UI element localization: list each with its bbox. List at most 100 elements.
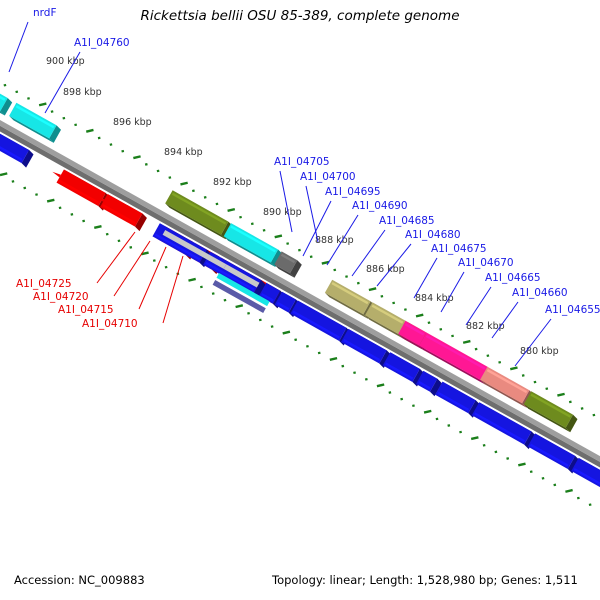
gene-label[interactable]: A1I_04685: [379, 215, 435, 227]
gene-feature[interactable]: [341, 328, 392, 368]
tick-dot: [588, 503, 592, 507]
gene-label[interactable]: A1I_04655: [545, 304, 600, 316]
tick-dot: [364, 377, 368, 381]
label-leader-line: [326, 214, 359, 266]
gene-highlight: [474, 412, 525, 443]
gene-feature[interactable]: [523, 391, 578, 433]
gene-feature[interactable]: [382, 352, 425, 387]
label-leader-line: [302, 200, 332, 257]
gene-body[interactable]: [341, 328, 387, 364]
gene-label[interactable]: A1I_04705: [274, 156, 330, 168]
tick-dot: [298, 248, 301, 252]
gene-feature[interactable]: [9, 102, 61, 143]
gene-feature[interactable]: [96, 194, 147, 232]
gene-body[interactable]: [100, 194, 143, 227]
gene-label[interactable]: A1I_04660: [512, 287, 568, 299]
tick-dot: [133, 155, 141, 160]
gene-body[interactable]: [9, 102, 57, 139]
gene-feature[interactable]: [571, 457, 600, 493]
gene-feature[interactable]: [0, 130, 34, 168]
tick-dot: [427, 321, 431, 325]
gene-label[interactable]: A1I_04715: [58, 304, 114, 316]
axis-tick-label: 890 kbp: [263, 207, 302, 218]
gene-feature[interactable]: [471, 402, 536, 450]
gene-feature[interactable]: [416, 370, 442, 397]
gene-body[interactable]: [471, 402, 532, 445]
gene-body[interactable]: [416, 370, 438, 392]
gene-feature[interactable]: [274, 251, 302, 278]
gene-body[interactable]: [0, 130, 29, 164]
gene-body[interactable]: [223, 223, 279, 263]
gene-body[interactable]: [435, 381, 476, 414]
gene-body[interactable]: [382, 352, 420, 382]
tick-dot: [70, 213, 74, 216]
gene-label[interactable]: nrdF: [33, 7, 57, 19]
tick-dot: [592, 413, 596, 417]
gene-feature[interactable]: [527, 433, 580, 474]
feature-bar[interactable]: [223, 264, 260, 288]
tick-dot: [482, 443, 486, 447]
gene-highlight: [171, 192, 227, 225]
feature-bar[interactable]: [216, 273, 270, 307]
gene-label[interactable]: A1I_04725: [16, 278, 72, 290]
tick-dot: [46, 198, 55, 203]
tick-dot: [462, 339, 471, 344]
axis-tick-label: 888 kbp: [315, 235, 354, 246]
tick-dot: [82, 219, 86, 223]
gene-highlight: [343, 339, 381, 362]
gene-label[interactable]: A1I_04695: [325, 186, 381, 198]
tick-dot: [576, 496, 580, 500]
gene-feature[interactable]: [435, 381, 481, 418]
tick-dot: [239, 215, 242, 219]
tick-dot: [486, 354, 490, 358]
tick-dot: [333, 268, 337, 272]
gene-feature[interactable]: [290, 300, 351, 346]
tick-dot: [211, 292, 215, 295]
gene-body[interactable]: [290, 300, 347, 342]
gene-body[interactable]: [274, 251, 298, 274]
tick-dot: [105, 232, 109, 236]
tick-dot: [317, 351, 321, 355]
gene-label[interactable]: A1I_04675: [431, 243, 487, 255]
gene-label[interactable]: A1I_04680: [405, 229, 461, 241]
feature-bar[interactable]: [212, 280, 266, 313]
label-leader-line: [413, 257, 438, 299]
gene-highlight: [0, 146, 23, 161]
gene-body[interactable]: [398, 320, 427, 346]
tick-dot: [329, 356, 338, 361]
gene-body[interactable]: [523, 391, 573, 428]
gene-body[interactable]: [527, 433, 576, 469]
gene-feature[interactable]: [223, 223, 283, 267]
gene-body[interactable]: [419, 332, 488, 380]
gene-body[interactable]: [324, 279, 371, 315]
tick-dot: [286, 242, 290, 245]
tick-dot: [309, 255, 313, 259]
gene-label[interactable]: A1I_04720: [33, 291, 89, 303]
tick-dot: [545, 387, 549, 391]
gene-label[interactable]: A1I_04670: [458, 257, 514, 269]
tick-dot: [250, 222, 254, 226]
gene-label[interactable]: A1I_04665: [485, 272, 541, 284]
gene-end-face: [0, 98, 13, 116]
gene-label[interactable]: A1I_04760: [74, 37, 130, 49]
gene-body[interactable]: [480, 366, 530, 404]
label-leader-line: [96, 231, 136, 284]
gene-body[interactable]: [56, 169, 106, 207]
gene-highlight: [261, 293, 274, 302]
gene-body[interactable]: [274, 291, 296, 313]
gene-label[interactable]: A1I_04710: [82, 318, 138, 330]
gene-highlight: [486, 369, 528, 394]
gene-highlight: [15, 105, 55, 129]
feature-bar[interactable]: [162, 230, 227, 269]
gene-label[interactable]: A1I_04700: [300, 171, 356, 183]
tick-dot: [353, 371, 356, 375]
label-leader-line: [8, 21, 29, 73]
gene-label[interactable]: A1I_04690: [352, 200, 408, 212]
gene-feature[interactable]: [0, 82, 13, 116]
tick-dot: [235, 304, 244, 309]
gene-body[interactable]: [365, 302, 406, 334]
gene-body[interactable]: [165, 190, 229, 235]
gene-highlight: [371, 304, 404, 324]
gene-end-face: [253, 280, 266, 298]
